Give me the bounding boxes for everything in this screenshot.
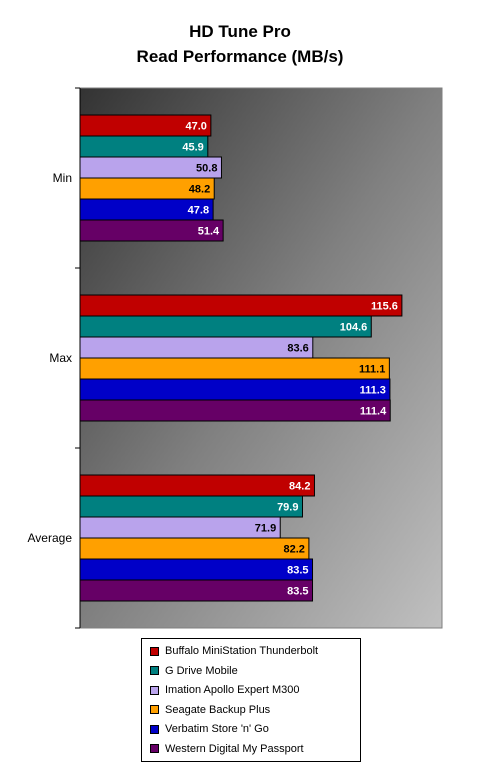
bar bbox=[79, 495, 303, 518]
bar-value-label: 71.9 bbox=[255, 523, 276, 535]
bar bbox=[79, 336, 314, 359]
category-label: Average bbox=[28, 531, 73, 545]
legend-label: G Drive Mobile bbox=[165, 664, 238, 677]
bar-value-label: 83.5 bbox=[287, 586, 308, 598]
legend-swatch bbox=[150, 724, 159, 734]
bar-value-label: 111.3 bbox=[360, 385, 386, 397]
legend-label: Western Digital My Passport bbox=[165, 742, 304, 755]
bar-value-label: 104.6 bbox=[340, 322, 368, 334]
bar-value-label: 47.8 bbox=[188, 205, 209, 217]
chart-title-line-1: HD Tune Pro bbox=[189, 22, 291, 41]
bar bbox=[79, 579, 314, 602]
legend-swatch bbox=[150, 666, 159, 675]
legend-swatch bbox=[150, 705, 159, 714]
bar-value-label: 47.0 bbox=[185, 121, 206, 133]
legend-item: G Drive Mobile bbox=[150, 663, 238, 679]
bar-value-label: 50.8 bbox=[196, 163, 217, 175]
chart-legend: Buffalo MiniStation Thunderbolt G Drive M… bbox=[141, 638, 361, 762]
bar-value-label: 111.4 bbox=[360, 406, 387, 418]
legend-item: Imation Apollo Expert M300 bbox=[150, 682, 300, 698]
bar-value-label: 83.6 bbox=[287, 343, 308, 355]
bar bbox=[79, 315, 372, 338]
bar-value-label: 51.4 bbox=[198, 226, 220, 238]
bar bbox=[79, 474, 315, 497]
bar bbox=[79, 558, 314, 581]
bar-value-label: 82.2 bbox=[283, 544, 304, 556]
bar-value-label: 83.5 bbox=[287, 565, 308, 577]
legend-item: Seagate Backup Plus bbox=[150, 702, 270, 718]
legend-label: Seagate Backup Plus bbox=[165, 703, 271, 716]
bar bbox=[79, 399, 391, 422]
bar-value-label: 45.9 bbox=[182, 142, 203, 154]
bar bbox=[79, 516, 281, 539]
bar-value-label: 111.1 bbox=[359, 364, 385, 376]
legend-label: Verbatim Store 'n' Go bbox=[165, 723, 269, 735]
bar bbox=[79, 294, 403, 317]
bar-value-label: 84.2 bbox=[289, 481, 310, 493]
legend-item: Buffalo MiniStation Thunderbolt bbox=[150, 643, 318, 659]
bar bbox=[79, 219, 224, 242]
legend-swatch bbox=[150, 744, 159, 753]
legend-item: Western Digital My Passport bbox=[150, 741, 304, 757]
bar-value-label: 79.9 bbox=[277, 502, 298, 514]
bar-value-label: 115.6 bbox=[371, 301, 398, 313]
bar bbox=[79, 537, 310, 560]
bar bbox=[79, 357, 390, 380]
category-label: Max bbox=[49, 351, 72, 365]
category-label: Min bbox=[53, 171, 72, 185]
bar bbox=[79, 378, 391, 401]
chart-title-line-2: Read Performance (MB/s) bbox=[136, 47, 344, 66]
bar-value-label: 48.2 bbox=[189, 184, 210, 196]
legend-swatch bbox=[150, 685, 159, 695]
legend-label: Imation Apollo Expert M300 bbox=[165, 684, 300, 696]
legend-swatch bbox=[150, 646, 159, 656]
legend-label: Buffalo MiniStation Thunderbolt bbox=[165, 645, 319, 657]
legend-item: Verbatim Store 'n' Go bbox=[150, 721, 269, 737]
